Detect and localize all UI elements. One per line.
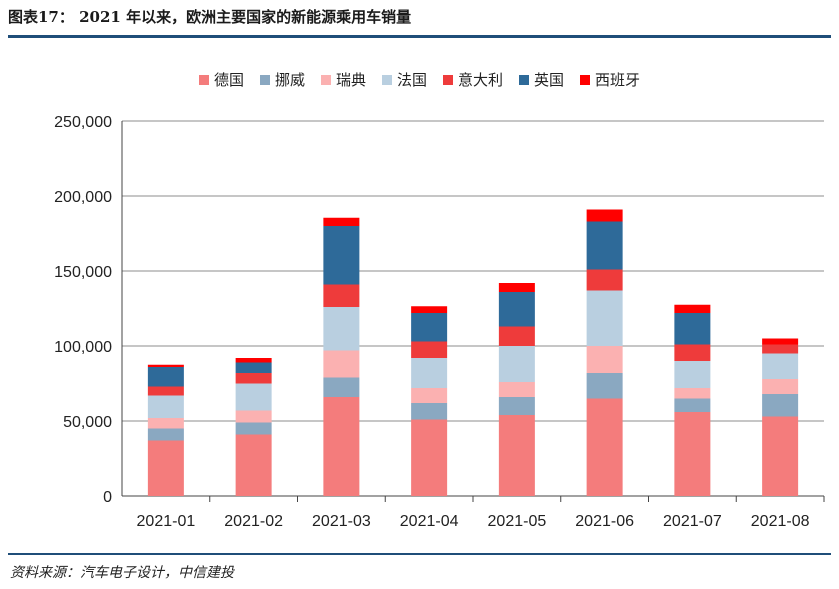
bar-segment	[411, 341, 448, 358]
bar-segment	[586, 373, 623, 399]
legend-label: 挪威	[274, 71, 305, 89]
bar-segment	[674, 361, 711, 388]
y-tick-label: 150,000	[54, 264, 112, 281]
bar-segment	[586, 346, 623, 373]
bar-segment	[498, 415, 535, 496]
bar-segment	[586, 290, 623, 346]
bar-segment	[586, 269, 623, 291]
bar-segment	[674, 398, 711, 412]
bar-segment	[411, 313, 448, 342]
legend-item: 意大利	[443, 69, 503, 90]
y-tick-label: 50,000	[63, 414, 112, 431]
y-tick-label: 250,000	[54, 114, 112, 131]
bar-segment	[762, 338, 799, 345]
y-tick-label: 200,000	[54, 189, 112, 206]
legend-swatch	[519, 74, 530, 85]
x-tick-label: 2021-03	[312, 513, 371, 530]
bar-segment	[147, 418, 184, 429]
bar-segment	[762, 394, 799, 417]
bar-segment	[147, 367, 184, 387]
bar-segment	[235, 422, 272, 435]
x-tick-label: 2021-02	[224, 513, 283, 530]
x-tick-label: 2021-08	[751, 513, 810, 530]
source-note: 资料来源：汽车电子设计，中信建投	[10, 565, 234, 581]
bar-segment	[411, 388, 448, 403]
bar-segment	[323, 284, 360, 307]
bar-segment	[411, 403, 448, 420]
legend-label: 西班牙	[595, 71, 641, 89]
bar-segment	[674, 304, 711, 313]
legend-item: 西班牙	[580, 69, 640, 90]
legend-label: 瑞典	[335, 71, 366, 89]
bar-segment	[235, 383, 272, 411]
title-divider	[8, 35, 831, 38]
bar-segment	[498, 346, 535, 382]
legend-swatch	[381, 74, 392, 85]
legend-label: 法国	[396, 71, 427, 89]
legend-item: 法国	[381, 69, 427, 90]
bar-segment	[674, 388, 711, 399]
y-tick-label: 100,000	[54, 339, 112, 356]
x-tick-label: 2021-04	[400, 513, 459, 530]
bar-segment	[411, 358, 448, 388]
legend-label: 意大利	[458, 71, 504, 89]
bar-segment	[762, 416, 799, 496]
bar-segment	[674, 412, 711, 496]
legend-label: 德国	[213, 71, 244, 89]
bar-segment	[323, 350, 360, 378]
bar-segment	[323, 397, 360, 496]
bar-segment	[498, 397, 535, 415]
legend-swatch	[198, 74, 209, 85]
y-tick-label: 0	[103, 489, 112, 506]
bar-segment	[235, 373, 272, 384]
bar-segment	[411, 306, 448, 313]
bar-segment	[498, 382, 535, 397]
legend-swatch	[320, 74, 331, 85]
legend-item: 英国	[519, 69, 564, 90]
bar-segment	[411, 419, 448, 496]
bar-segment	[147, 395, 184, 418]
legend-item: 挪威	[259, 69, 305, 90]
x-tick-label: 2021-07	[663, 513, 722, 530]
bar-segment	[498, 326, 535, 346]
bar-segment	[323, 377, 360, 397]
bar-segment	[762, 379, 799, 394]
bar-segment	[235, 362, 272, 373]
bar-segment	[147, 364, 184, 367]
chart-legend: 德国 挪威 瑞典 法国 意大利 英国 西班牙	[0, 69, 839, 90]
bar-segment	[147, 386, 184, 396]
legend-swatch	[259, 74, 270, 85]
legend-swatch	[580, 74, 591, 85]
legend-label: 英国	[534, 71, 565, 89]
bar-segment	[586, 209, 623, 222]
legend-item: 德国	[198, 69, 244, 90]
bar-segment	[147, 428, 184, 441]
bar-segment	[235, 410, 272, 423]
bar-segment	[674, 344, 711, 361]
source-divider	[8, 553, 831, 555]
bar-segment	[147, 440, 184, 496]
bar-segment	[498, 283, 535, 292]
legend-swatch	[443, 74, 453, 85]
chart-title: 图表17： 2021 年以来，欧洲主要国家的新能源乘用车销量	[8, 8, 412, 26]
bar-segment	[323, 217, 360, 226]
bar-segment	[498, 292, 535, 327]
bar-segment	[323, 226, 360, 285]
bar-segment	[586, 221, 623, 270]
bar-segment	[762, 344, 799, 354]
bar-segment	[762, 353, 799, 379]
x-tick-label: 2021-06	[575, 513, 634, 530]
x-tick-label: 2021-01	[137, 513, 196, 530]
bar-segment	[235, 358, 272, 363]
x-tick-label: 2021-05	[488, 513, 547, 530]
bar-segment	[323, 307, 360, 351]
bar-segment	[586, 398, 623, 496]
legend-item: 瑞典	[320, 69, 366, 90]
bar-segment	[235, 434, 272, 496]
bar-segment	[674, 313, 711, 345]
